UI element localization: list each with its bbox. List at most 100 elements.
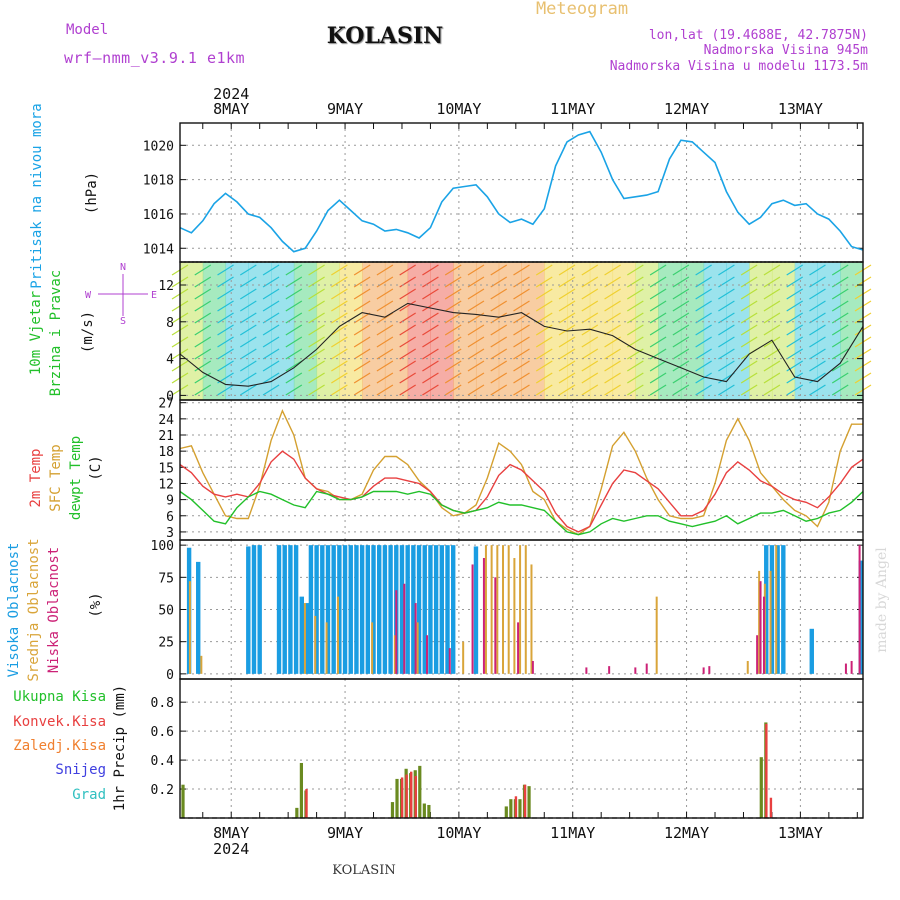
high-cloud-bar xyxy=(382,545,388,674)
wind-barb xyxy=(217,276,234,288)
dewpoint-line xyxy=(179,490,864,536)
wind-barb xyxy=(444,312,462,324)
wind-barb xyxy=(399,360,416,372)
mid-cloud-bar xyxy=(746,660,749,674)
low-cloud-bar xyxy=(471,564,474,674)
high-cloud-bar xyxy=(342,545,348,674)
wind-barb xyxy=(627,288,644,300)
wind-barb xyxy=(695,336,712,348)
wind-barb xyxy=(331,324,348,336)
wind-barb xyxy=(331,372,348,384)
wind-barb xyxy=(376,372,394,384)
temp-2m-line xyxy=(179,450,864,533)
wind-barb xyxy=(399,264,416,276)
wind-barb xyxy=(444,372,462,384)
wind-speed-band xyxy=(703,262,727,400)
high-cloud-bar xyxy=(809,628,814,674)
high-cloud-bar xyxy=(276,545,282,674)
station-title: KOLASIN xyxy=(327,23,444,49)
wind-barb xyxy=(239,264,257,276)
wind-barb xyxy=(331,264,348,276)
precip-label-total: Ukupna Kisa xyxy=(13,689,106,705)
y-tick-label: 24 xyxy=(158,413,174,428)
wind-barb xyxy=(239,360,257,372)
high-cloud-bar xyxy=(377,545,382,674)
wind-barb xyxy=(217,312,234,324)
wind-barb xyxy=(217,360,234,372)
high-cloud-bar xyxy=(293,545,299,674)
wind-speed-band xyxy=(180,262,204,400)
wind-barb xyxy=(831,372,849,384)
wind-barb xyxy=(535,264,553,276)
wind-barb xyxy=(353,360,371,372)
compass-w: W xyxy=(85,290,92,301)
y-tick-label: 27 xyxy=(158,397,174,412)
wind-barb xyxy=(217,384,234,396)
mid-cloud-bar xyxy=(524,545,527,674)
mid-cloud-bar xyxy=(507,545,510,674)
wind-barb xyxy=(239,300,257,312)
wind-barb xyxy=(786,264,804,276)
wind-barb xyxy=(649,336,667,348)
wind-barb xyxy=(490,324,508,336)
wind-barb xyxy=(285,384,303,396)
wind-barb xyxy=(535,276,553,288)
wind-barb xyxy=(308,264,325,276)
high-cloud-bar xyxy=(282,545,287,674)
wind-barb xyxy=(695,348,712,360)
wind-barb xyxy=(695,324,712,336)
wind-barb xyxy=(376,300,394,312)
high-cloud-bar xyxy=(445,545,450,674)
wind-barb xyxy=(718,300,735,312)
y-tick-label: 4 xyxy=(166,353,174,368)
wind-barb xyxy=(194,336,212,348)
cloud-label-low: Niska Oblacnost xyxy=(46,547,62,673)
wind-barb xyxy=(763,348,781,360)
wind-barb xyxy=(285,300,303,312)
wind-speed-band xyxy=(475,262,500,400)
wind-barb xyxy=(444,384,462,396)
model-name: wrf—nmm_v3.9.1 e1km xyxy=(64,49,245,67)
day-label-bottom: 13MAY xyxy=(778,824,823,842)
wind-speed-band xyxy=(840,262,864,400)
wind-barb xyxy=(308,312,325,324)
panel-frame-precip xyxy=(179,678,864,819)
wind-barb xyxy=(331,288,348,300)
wind-barb xyxy=(194,288,212,300)
y-tick-label: 0 xyxy=(166,389,174,404)
total-precip-bar xyxy=(418,765,422,818)
wind-barb xyxy=(581,324,599,336)
total-precip-bar xyxy=(295,807,299,818)
day-label-bottom: 12MAY xyxy=(664,824,709,842)
wind-barb xyxy=(353,348,371,360)
wind-barb xyxy=(809,336,826,348)
wind-barb xyxy=(217,324,234,336)
wind-unit: (m/s) xyxy=(80,311,96,353)
wind-barb xyxy=(558,264,576,276)
wind-barb xyxy=(718,288,735,300)
high-cloud-bar xyxy=(251,545,257,674)
wind-barb xyxy=(467,360,485,372)
wind-barb xyxy=(262,300,280,312)
wind-speed-band xyxy=(271,262,295,400)
high-cloud-bar xyxy=(428,545,433,674)
wind-barb xyxy=(581,312,599,324)
convective-precip-bar xyxy=(414,776,417,818)
wind-barb xyxy=(695,360,712,372)
wind-label-2: Brzina i Pravac xyxy=(48,270,64,396)
y-tick-label: 0.2 xyxy=(151,783,174,798)
wind-barb xyxy=(672,336,690,348)
low-cloud-bar xyxy=(708,666,711,674)
mid-cloud-bar xyxy=(513,558,516,674)
temp-unit: (C) xyxy=(88,455,104,480)
wind-barb xyxy=(376,288,394,300)
wind-barb xyxy=(467,348,485,360)
wind-barb xyxy=(740,384,758,396)
wind-barb xyxy=(353,300,371,312)
wind-barb xyxy=(239,384,257,396)
wind-barb xyxy=(194,312,212,324)
total-precip-bar xyxy=(427,804,431,818)
low-cloud-bar xyxy=(395,590,398,674)
wind-barb xyxy=(467,336,485,348)
wind-barb xyxy=(285,336,303,348)
